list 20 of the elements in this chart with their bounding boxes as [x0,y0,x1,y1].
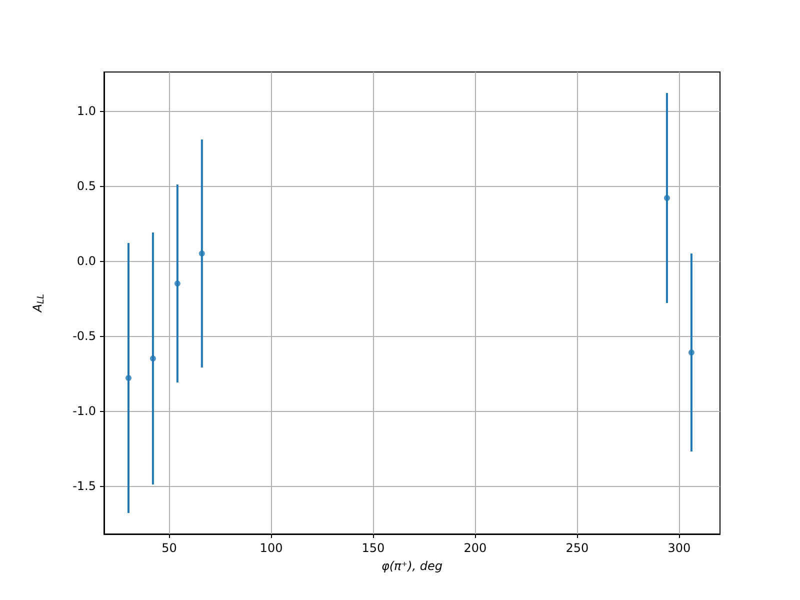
point [198,250,205,256]
x-axis-title: φ(π⁺), deg [381,559,443,573]
y-tick-label: -1.5 [72,479,96,493]
y-tick-label: 0.5 [76,179,96,193]
y-axis-title: ALL [30,294,46,314]
y-tick-label: 1.0 [76,104,96,118]
y-tick-label: 0.0 [76,254,96,268]
point [174,280,180,286]
y-tick-label: -0.5 [72,329,96,343]
x-tick-label: 300 [668,541,691,555]
x-tick-label: 250 [566,541,589,555]
point [150,356,156,362]
y-tick-label: -1.0 [72,404,96,418]
x-tick-label: 100 [260,541,283,555]
point [664,195,670,201]
x-tick-label: 200 [464,541,487,555]
x-tick-label: 150 [362,541,385,555]
point [125,375,132,381]
point [688,350,694,356]
x-tick-label: 50 [162,541,177,555]
